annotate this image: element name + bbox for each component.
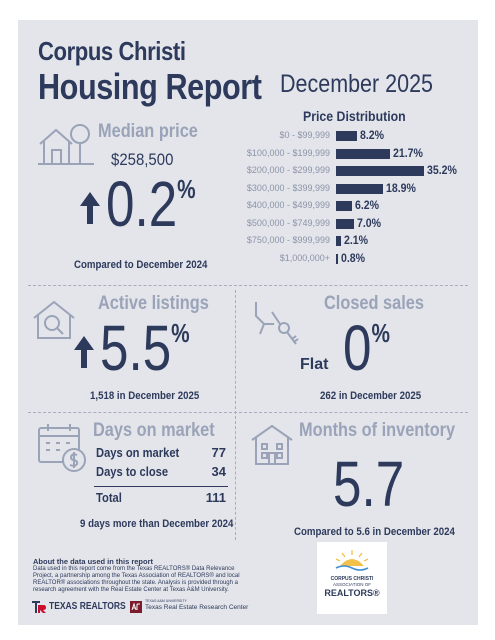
active-listings-change-pct: % <box>171 318 190 348</box>
report-page: Corpus Christi Housing Report December 2… <box>18 20 478 625</box>
texas-realtors-mark-icon <box>32 601 46 613</box>
price-bar-row: $400,000 - $499,999 6.2% <box>247 198 478 214</box>
active-listings-change-number: 5.5 <box>100 312 172 384</box>
price-bar-label: $200,000 - $299,999 <box>246 165 330 175</box>
price-bar-label: $500,000 - $749,999 <box>246 217 330 228</box>
price-bar-label: $100,000 - $199,999 <box>246 147 330 158</box>
association-line1: CORPUS CHRISTI <box>330 576 374 582</box>
price-bar-value: 35.2% <box>427 163 457 177</box>
median-price-change: 0.2% <box>106 172 196 236</box>
association-line2: ASSOCIATION OF <box>333 582 371 587</box>
divider-top <box>28 285 468 286</box>
active-listings-note: 1,518 in December 2025 <box>90 390 200 402</box>
association-line3: REALTORS® <box>324 588 380 598</box>
sunrise-icon <box>335 550 369 571</box>
price-bar-label: $400,000 - $499,999 <box>246 200 330 210</box>
price-distribution-title: Price Distribution <box>303 108 406 124</box>
median-price-title: Median price <box>98 121 198 142</box>
texas-realtors-logo: TEXAS REALTORS <box>32 600 128 614</box>
median-price-change-pct: % <box>177 174 196 204</box>
arrow-up-icon <box>80 192 100 229</box>
research-center-name: Texas Real Estate Research Center <box>145 604 249 611</box>
report-city: Corpus Christi <box>38 36 186 66</box>
atm-mark-icon <box>130 601 142 613</box>
dom-row-label: Days on market <box>96 445 180 460</box>
arrow-up-icon <box>74 336 94 373</box>
price-bar-row: $750,000 - $999,999 2.1% <box>247 233 478 249</box>
price-bar-value: 21.7% <box>393 145 424 160</box>
price-bar-value: 8.2% <box>359 128 384 142</box>
divider-vertical <box>235 290 236 540</box>
report-title: Housing Report <box>38 66 262 107</box>
price-bar <box>336 236 342 246</box>
dom-row-label: Days to close <box>96 464 169 479</box>
price-bar-row: $0 - $99,999 8.2% <box>258 128 478 144</box>
dom-row-value: 34 <box>211 464 226 479</box>
dom-total-value: 111 <box>205 490 226 505</box>
key-hand-icon <box>250 294 306 355</box>
dom-row-value: 77 <box>211 445 226 460</box>
closed-sales-title: Closed sales <box>324 293 424 314</box>
closed-sales-flat-label: Flat <box>300 356 329 373</box>
divider-middle <box>28 412 468 413</box>
price-bar-row: $200,000 - $299,999 35.2% <box>247 163 478 179</box>
about-data-text: Data used in this report come from the T… <box>33 566 240 593</box>
building-icon <box>248 422 296 473</box>
price-bar-row: $300,000 - $399,999 18.9% <box>247 180 478 197</box>
closed-sales-change: 0% <box>343 316 390 380</box>
price-bar <box>336 131 357 141</box>
price-bar <box>336 201 352 211</box>
closed-sales-change-pct: % <box>371 318 390 348</box>
price-bar <box>336 148 391 159</box>
about-data-title: About the data used in this report <box>33 557 154 566</box>
dom-total-label: Total <box>96 490 122 505</box>
price-bar-row: $100,000 - $199,999 21.7% <box>247 145 478 162</box>
research-center-small: TEXAS A&M UNIVERSITY <box>145 599 187 603</box>
months-inventory-title: Months of inventory <box>299 420 456 441</box>
price-bar-label: $0 - $99,999 <box>279 130 330 140</box>
house-tree-icon <box>36 120 96 175</box>
days-on-market-note: 9 days more than December 2024 <box>80 518 234 530</box>
median-price-value: $258,500 <box>111 150 174 169</box>
texas-realtors-text: TEXAS REALTORS <box>49 601 126 612</box>
calendar-dollar-icon <box>36 422 90 479</box>
median-price-note: Compared to December 2024 <box>74 259 208 271</box>
house-magnifier-icon <box>30 296 78 349</box>
price-bar-label: $300,000 - $399,999 <box>246 182 330 193</box>
closed-sales-note: 262 in December 2025 <box>320 390 422 402</box>
research-center-logo: TEXAS A&M UNIVERSITY Texas Real Estate R… <box>130 599 248 615</box>
price-bar-value: 0.8% <box>341 250 366 265</box>
price-bar-value: 7.0% <box>356 215 381 230</box>
price-bar <box>336 253 338 264</box>
price-bar-value: 2.1% <box>344 233 369 247</box>
price-bar-value: 6.2% <box>354 198 379 212</box>
dom-total-rule <box>94 486 228 487</box>
closed-sales-change-number: 0 <box>343 312 372 384</box>
price-bar-label: $750,000 - $999,999 <box>246 235 330 245</box>
months-inventory-value: 5.7 <box>333 448 405 520</box>
median-price-change-number: 0.2 <box>106 168 178 240</box>
price-bar <box>336 166 424 176</box>
price-bar <box>336 218 354 229</box>
active-listings-change: 5.5% <box>100 316 190 380</box>
report-period: December 2025 <box>280 70 433 98</box>
price-bar-row: $1,000,000+ 0.8% <box>258 251 478 267</box>
active-listings-title: Active listings <box>98 293 209 314</box>
price-bar-row: $500,000 - $749,999 7.0% <box>247 215 478 232</box>
months-inventory-note: Compared to 5.6 in December 2024 <box>294 526 455 538</box>
days-on-market-title: Days on market <box>93 420 215 441</box>
price-bar <box>336 183 384 194</box>
price-bar-value: 18.9% <box>386 180 417 195</box>
association-logo: CORPUS CHRISTI ASSOCIATION OF REALTORS® <box>317 542 387 614</box>
price-bar-label: $1,000,000+ <box>279 252 330 263</box>
